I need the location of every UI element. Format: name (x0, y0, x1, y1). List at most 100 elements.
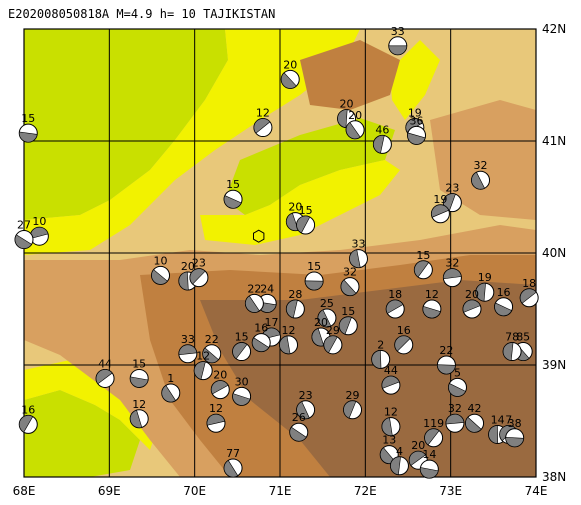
mechanism-label: 16 (497, 286, 511, 299)
focal-mechanism: 46 (372, 123, 392, 154)
mechanism-label: 28 (288, 288, 302, 301)
mechanism-label: 29 (326, 324, 340, 337)
mechanism-label: 23 (192, 257, 206, 270)
mechanism-label: 20 (411, 439, 425, 452)
focal-mechanism: 4 (389, 445, 409, 476)
focal-mechanism: 20 (210, 369, 230, 400)
focal-mechanism: 12 (193, 350, 213, 381)
mechanism-label: 27 (17, 219, 31, 232)
mechanism-label: 5 (454, 366, 461, 379)
mechanism-label: 15 (299, 204, 313, 217)
focal-mechanism: 32 (445, 402, 465, 433)
mechanism-label: 7 (505, 413, 512, 426)
mechanism-label: 15 (307, 260, 321, 273)
mechanism-label: 15 (21, 112, 35, 125)
focal-mechanism: 25 (317, 297, 337, 328)
focal-mechanism: 29 (323, 324, 343, 355)
mechanism-label: 20 (181, 260, 195, 273)
longitude-label: 72E (354, 484, 377, 498)
map-title: E202008050818A M=4.9 h= 10 TAJIKISTAN (8, 7, 275, 21)
focal-mechanism: 5 (447, 366, 467, 397)
focal-mechanism: 20 (280, 58, 300, 89)
mechanism-label: 20 (465, 288, 479, 301)
mechanism-label: 85 (516, 331, 530, 344)
mechanism-label: 20 (288, 201, 302, 214)
mechanism-label: 20 (340, 98, 354, 111)
focal-mechanism: 15 (129, 357, 149, 388)
focal-mechanism: 19 (475, 271, 495, 302)
mechanism-label: 78 (505, 331, 519, 344)
mechanism-label: 23 (299, 389, 313, 402)
focal-mechanism: 12 (129, 398, 149, 429)
focal-mechanism: 19 (430, 193, 450, 224)
longitude-label: 74E (525, 484, 548, 498)
focal-mechanism: 36 (407, 114, 427, 145)
focal-mechanism: 10 (151, 254, 171, 285)
mechanism-label: 32 (474, 159, 488, 172)
focal-mechanism: 15 (413, 249, 433, 280)
mechanism-label: 16 (21, 403, 35, 416)
mechanism-label: 33 (391, 25, 405, 38)
focal-mechanism: 32 (442, 257, 462, 288)
mechanism-label: 22 (247, 282, 261, 295)
mechanism-label: 33 (181, 333, 195, 346)
focal-mechanism: 33 (178, 333, 198, 364)
mechanism-label: 119 (423, 417, 444, 430)
mechanism-label: 32 (448, 402, 462, 415)
mechanism-label: 18 (522, 277, 536, 290)
focal-mechanism: 20 (462, 288, 482, 319)
focal-mechanism: 23 (189, 257, 209, 288)
focal-mechanism: 29 (343, 389, 363, 420)
longitude-label: 71E (269, 484, 292, 498)
focal-mechanism: 32 (471, 159, 491, 190)
focal-mechanism: 2 (371, 338, 391, 369)
mechanism-label: 14 (422, 448, 436, 461)
focal-mechanism: 27 (14, 219, 34, 250)
mechanism-label: 19 (408, 107, 422, 120)
focal-mechanism: 33 (388, 25, 408, 56)
mechanism-label: 15 (235, 331, 249, 344)
longitude-labels: 68E 69E 70E 71E 72E 73E 74E (13, 484, 548, 498)
mechanism-label: 15 (341, 305, 355, 318)
mechanism-label: 16 (254, 322, 268, 335)
mechanism-label: 15 (416, 249, 430, 262)
mechanism-label: 20 (348, 109, 362, 122)
mechanism-label: 22 (439, 344, 453, 357)
mechanism-label: 15 (132, 357, 146, 370)
focal-mechanism: 13 (379, 434, 399, 465)
focal-mechanism: 12 (422, 288, 442, 319)
focal-mechanism: 16 (394, 324, 414, 355)
mechanism-label: 2 (377, 338, 384, 351)
focal-mechanism: 22 (436, 344, 456, 375)
focal-mechanism: 78 (502, 331, 522, 362)
focal-mechanism: 32 (340, 266, 360, 297)
latitude-label: 38N (542, 470, 566, 484)
focal-mechanism: 10 (29, 215, 49, 246)
focal-mechanism: 119 (423, 417, 444, 448)
mechanism-label: 12 (132, 398, 146, 411)
focal-mechanism: 15 (18, 112, 38, 143)
mechanism-label: 44 (384, 364, 398, 377)
focal-mechanism: 42 (465, 402, 485, 433)
focal-mechanism: 1 (161, 372, 181, 403)
focal-mechanism: 23 (296, 389, 316, 420)
focal-mechanism: 18 (519, 277, 539, 308)
focal-mechanism: 20 (178, 260, 198, 291)
focal-mechanism: 14 (419, 448, 439, 479)
focal-mechanism: 22 (202, 333, 222, 364)
focal-mechanism: 30 (232, 375, 252, 406)
mechanism-label: 12 (384, 406, 398, 419)
mechanism-label: 32 (343, 266, 357, 279)
mechanism-label: 12 (209, 402, 223, 415)
focal-mechanism: 38 (505, 417, 525, 448)
focal-mechanism: 44 (381, 364, 401, 395)
mechanism-label: 24 (260, 282, 274, 295)
mechanism-label: 26 (292, 411, 306, 424)
focal-mechanism: 28 (285, 288, 305, 319)
mechanism-label: 23 (445, 182, 459, 195)
longitude-label: 70E (183, 484, 206, 498)
mechanism-label: 20 (213, 369, 227, 382)
mechanism-label: 30 (235, 375, 249, 388)
